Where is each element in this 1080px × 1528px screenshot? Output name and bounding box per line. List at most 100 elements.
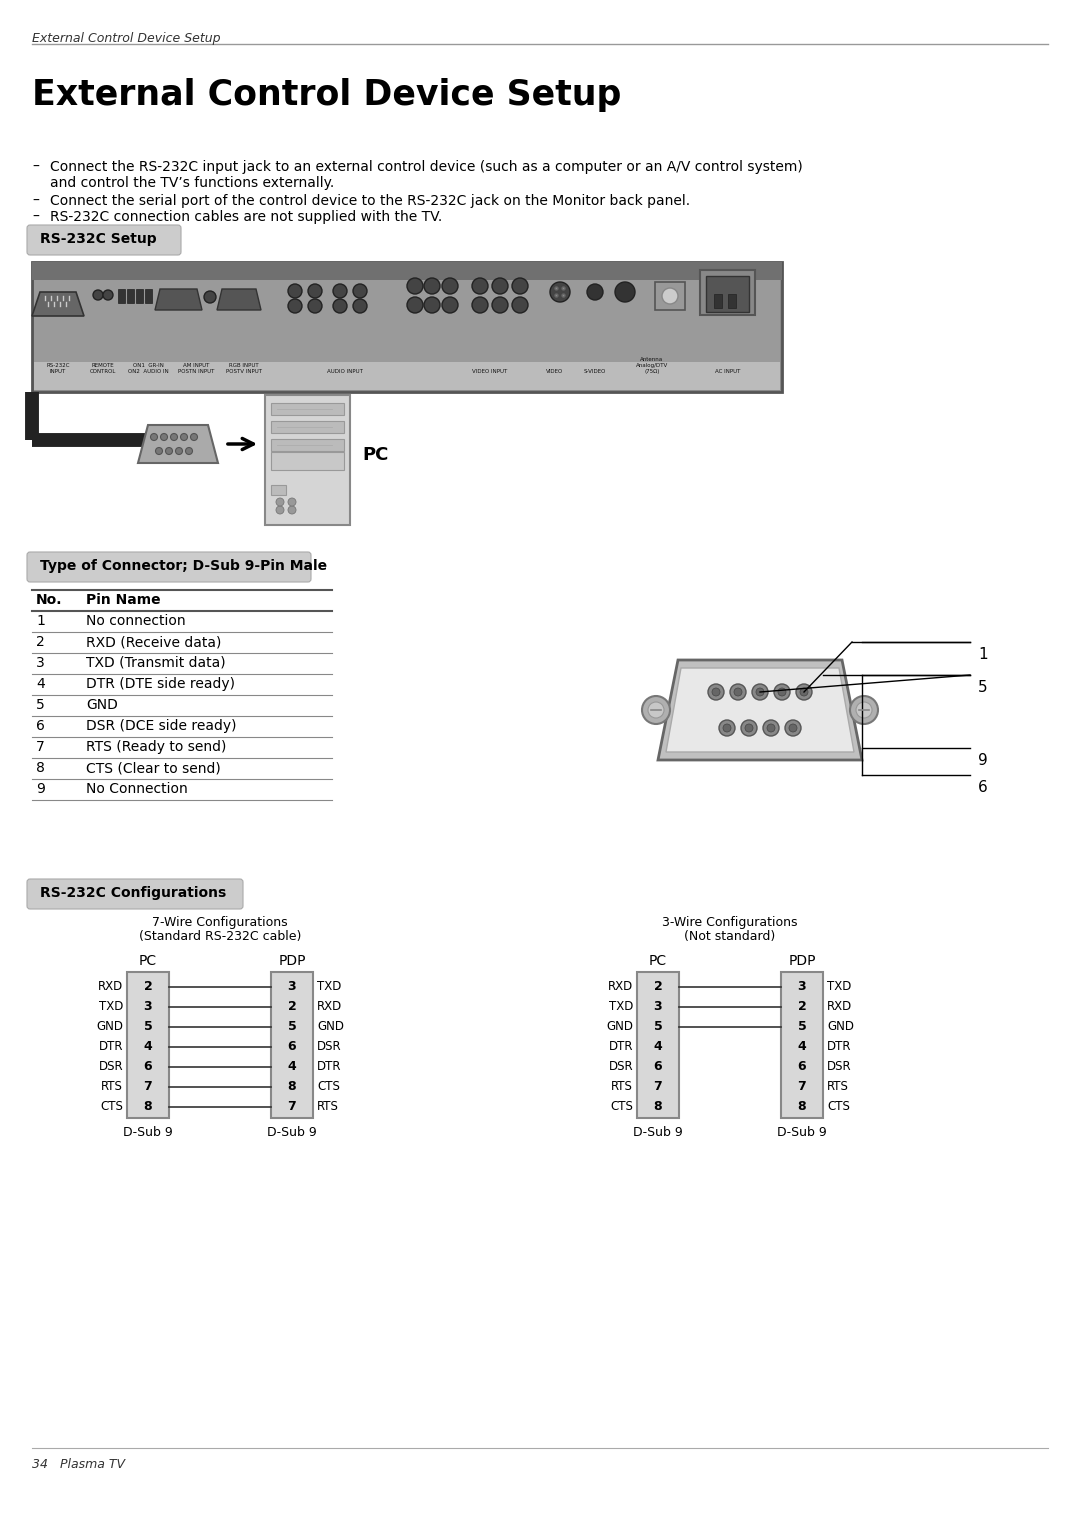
Text: 2: 2 [798,999,807,1013]
Circle shape [276,506,284,513]
Circle shape [730,685,746,700]
Text: S-VIDEO: S-VIDEO [584,368,606,374]
Circle shape [734,688,742,695]
Text: TXD (Transmit data): TXD (Transmit data) [86,656,226,669]
Text: DTR: DTR [827,1041,851,1053]
Text: 6: 6 [144,1060,152,1073]
Text: 1: 1 [978,646,987,662]
Text: 3: 3 [144,999,152,1013]
Circle shape [662,287,678,304]
Text: CTS: CTS [827,1100,850,1112]
Text: External Control Device Setup: External Control Device Setup [32,78,621,112]
Circle shape [288,506,296,513]
Circle shape [424,278,440,293]
Text: ON1  GR-IN
ON2  AUDIO IN: ON1 GR-IN ON2 AUDIO IN [127,364,168,374]
Circle shape [800,688,808,695]
Text: 5: 5 [653,1021,662,1033]
Text: GND: GND [318,1021,345,1033]
Circle shape [407,296,423,313]
Text: DTR: DTR [608,1041,633,1053]
Circle shape [156,448,162,454]
Text: Antenna
Analog/DTV
(75Ω): Antenna Analog/DTV (75Ω) [636,358,669,374]
Circle shape [745,724,753,732]
Text: (Standard RS-232C cable): (Standard RS-232C cable) [139,931,301,943]
Text: RTS: RTS [102,1080,123,1093]
Bar [654,283,685,310]
Text: RS-232C connection cables are not supplied with the TV.: RS-232C connection cables are not suppli… [50,209,442,225]
Text: DTR: DTR [98,1041,123,1053]
Bar [136,289,143,303]
Text: RXD: RXD [98,979,123,993]
Bar [714,293,723,309]
Bar [32,261,782,393]
Text: External Control Device Setup: External Control Device Setup [32,32,220,44]
Text: 5: 5 [798,1021,807,1033]
Text: Pin Name: Pin Name [86,593,161,607]
Text: –: – [32,194,39,208]
Text: 6: 6 [287,1041,296,1053]
Text: D-Sub 9: D-Sub 9 [267,1126,316,1138]
FancyBboxPatch shape [27,879,243,909]
Circle shape [712,688,720,695]
Text: RXD: RXD [608,979,633,993]
Circle shape [562,287,565,290]
Text: Connect the serial port of the control device to the RS-232C jack on the Monitor: Connect the serial port of the control d… [50,194,690,208]
Text: RS-232C
INPUT: RS-232C INPUT [46,364,70,374]
Bar [127,289,134,303]
Text: GND: GND [606,1021,633,1033]
Text: 4: 4 [36,677,44,691]
Text: AUDIO INPUT: AUDIO INPUT [327,368,363,374]
Bar [33,362,780,390]
Text: TXD: TXD [827,979,851,993]
Text: 3: 3 [653,999,662,1013]
Circle shape [642,695,670,724]
Circle shape [648,701,664,718]
Circle shape [276,498,284,506]
Text: AC INPUT: AC INPUT [715,368,741,374]
Text: PC: PC [649,953,667,969]
Circle shape [767,724,775,732]
Circle shape [308,299,322,313]
Text: RS-232C Configurations: RS-232C Configurations [40,886,226,900]
Circle shape [442,278,458,293]
Circle shape [407,278,423,293]
Polygon shape [156,289,202,310]
Polygon shape [658,660,862,759]
Text: PC: PC [139,953,157,969]
Text: CTS (Clear to send): CTS (Clear to send) [86,761,220,775]
Text: 8: 8 [36,761,45,775]
Text: 7: 7 [798,1080,807,1093]
Text: 7: 7 [287,1100,296,1112]
Text: DSR: DSR [827,1060,852,1073]
Text: D-Sub 9: D-Sub 9 [778,1126,827,1138]
Text: 9: 9 [978,753,988,769]
Text: PC: PC [362,446,389,465]
Circle shape [288,284,302,298]
Circle shape [741,720,757,736]
Circle shape [190,434,198,440]
Text: RTS: RTS [611,1080,633,1093]
Circle shape [171,434,177,440]
Circle shape [785,720,801,736]
Bar [145,289,152,303]
Text: 1: 1 [36,614,45,628]
Circle shape [719,720,735,736]
Text: RTS: RTS [827,1080,849,1093]
Bar [265,396,350,526]
Text: No Connection: No Connection [86,782,188,796]
Text: 5: 5 [36,698,44,712]
Text: AM INPUT
POSTN INPUT: AM INPUT POSTN INPUT [178,364,214,374]
Circle shape [161,434,167,440]
Bar [271,484,286,495]
Text: GND: GND [827,1021,854,1033]
Text: DSR: DSR [98,1060,123,1073]
Circle shape [165,448,173,454]
Text: RXD: RXD [318,999,342,1013]
Text: 3: 3 [798,979,807,993]
Circle shape [103,290,113,299]
Text: –: – [32,209,39,225]
Bar [706,277,750,312]
Circle shape [150,434,158,440]
Bar [32,261,782,280]
Text: CTS: CTS [610,1100,633,1112]
